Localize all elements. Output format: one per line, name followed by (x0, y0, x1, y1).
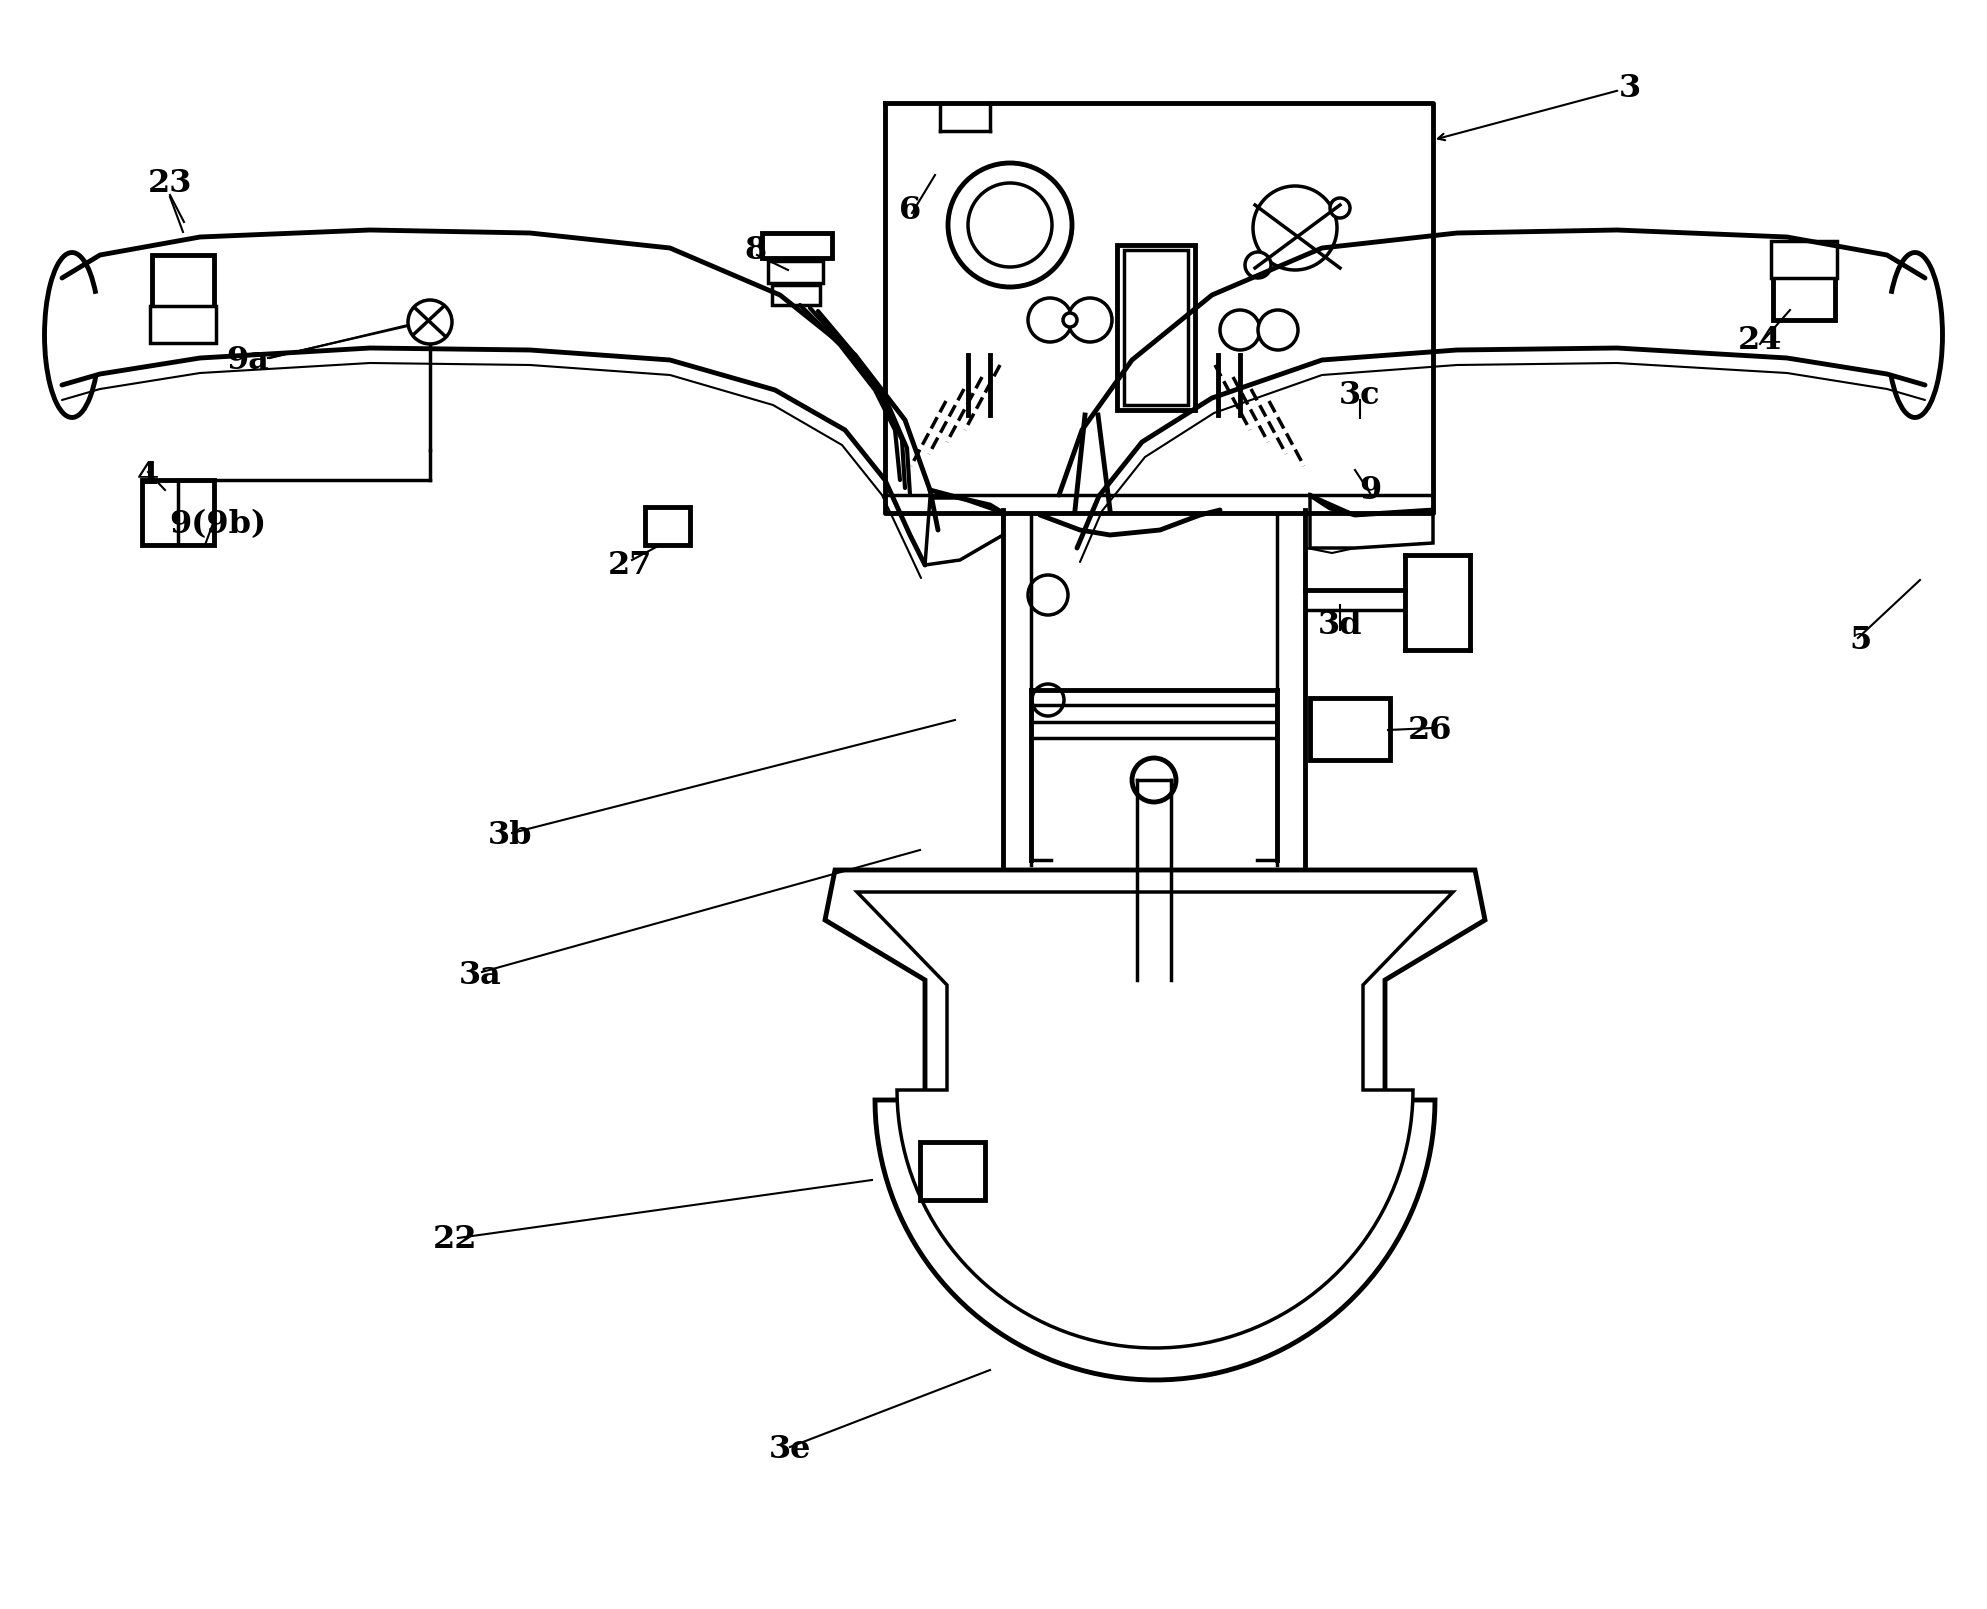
Polygon shape (856, 891, 1452, 1348)
Bar (769, 261, 823, 283)
Bar (1772, 254, 1836, 320)
Bar (1125, 249, 1188, 405)
Bar (1309, 698, 1391, 759)
Circle shape (1125, 949, 1184, 1010)
Circle shape (1220, 311, 1260, 351)
Bar (646, 507, 689, 545)
Bar (1770, 241, 1838, 278)
Circle shape (1164, 985, 1234, 1056)
Circle shape (1145, 965, 1254, 1075)
Text: 26: 26 (1407, 714, 1452, 745)
Circle shape (1329, 198, 1349, 217)
Circle shape (407, 299, 451, 344)
Text: 3e: 3e (769, 1435, 811, 1466)
Text: 8: 8 (743, 235, 767, 265)
Circle shape (1067, 298, 1113, 343)
Text: 3c: 3c (1339, 380, 1381, 410)
Circle shape (1246, 253, 1272, 278)
Text: 6: 6 (898, 195, 922, 225)
Text: 5: 5 (1848, 624, 1872, 655)
Text: 23: 23 (147, 167, 193, 198)
Polygon shape (1023, 990, 1075, 1080)
Text: 9: 9 (1359, 475, 1381, 505)
Bar (151, 254, 215, 320)
Text: 3: 3 (1619, 72, 1641, 103)
Text: 3d: 3d (1317, 610, 1363, 640)
Text: 9(9b): 9(9b) (169, 510, 266, 541)
Text: 3a: 3a (459, 959, 501, 991)
Polygon shape (825, 870, 1484, 1381)
Text: 4: 4 (137, 460, 159, 491)
Circle shape (1031, 684, 1063, 716)
Bar (920, 1142, 986, 1200)
Bar (1117, 245, 1194, 410)
Text: 3b: 3b (487, 819, 533, 851)
Text: 9a: 9a (227, 344, 270, 375)
Circle shape (948, 163, 1073, 286)
Circle shape (1063, 314, 1077, 327)
Bar (773, 285, 821, 306)
Circle shape (1027, 574, 1067, 615)
Text: 24: 24 (1739, 325, 1782, 356)
Text: 22: 22 (433, 1224, 477, 1255)
Circle shape (1027, 298, 1073, 343)
Circle shape (1258, 311, 1298, 351)
Text: 27: 27 (608, 550, 652, 581)
Polygon shape (1309, 496, 1433, 549)
Circle shape (1254, 187, 1337, 270)
Circle shape (1133, 758, 1176, 801)
Bar (141, 479, 215, 545)
Bar (761, 233, 833, 257)
Circle shape (968, 183, 1051, 267)
Polygon shape (1230, 975, 1309, 1089)
Bar (149, 306, 217, 343)
Circle shape (1137, 962, 1172, 998)
Polygon shape (926, 499, 1003, 565)
